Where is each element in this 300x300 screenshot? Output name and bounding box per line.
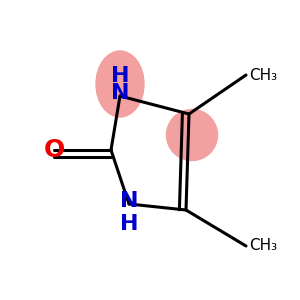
Text: H: H xyxy=(111,67,129,86)
Text: H: H xyxy=(120,214,138,233)
Text: CH₃: CH₃ xyxy=(249,68,277,82)
Text: N: N xyxy=(111,83,129,103)
Text: N: N xyxy=(120,191,138,211)
Ellipse shape xyxy=(96,51,144,117)
Text: CH₃: CH₃ xyxy=(249,238,277,253)
Text: O: O xyxy=(44,138,64,162)
Circle shape xyxy=(167,110,218,160)
